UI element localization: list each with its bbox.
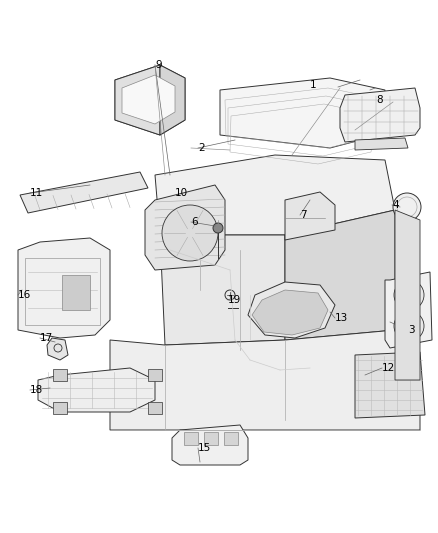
Polygon shape: [172, 425, 248, 465]
Polygon shape: [220, 78, 385, 148]
Polygon shape: [184, 432, 198, 445]
Text: 8: 8: [376, 95, 383, 105]
Circle shape: [393, 193, 421, 221]
Polygon shape: [385, 272, 432, 348]
Text: 12: 12: [382, 363, 395, 373]
Polygon shape: [224, 432, 238, 445]
Polygon shape: [115, 65, 160, 135]
Polygon shape: [252, 290, 328, 335]
Polygon shape: [53, 369, 67, 381]
Circle shape: [394, 280, 424, 310]
Text: 3: 3: [408, 325, 415, 335]
Polygon shape: [148, 369, 162, 381]
Polygon shape: [395, 210, 420, 380]
Polygon shape: [18, 238, 110, 338]
Polygon shape: [155, 155, 395, 235]
Circle shape: [394, 311, 424, 341]
Polygon shape: [160, 65, 185, 135]
Polygon shape: [204, 432, 218, 445]
Polygon shape: [248, 282, 335, 338]
Polygon shape: [122, 75, 175, 124]
Text: 15: 15: [198, 443, 211, 453]
Text: 18: 18: [30, 385, 43, 395]
Text: 6: 6: [191, 217, 198, 227]
Polygon shape: [20, 172, 148, 213]
Text: 4: 4: [392, 200, 399, 210]
Polygon shape: [355, 352, 425, 418]
Text: 13: 13: [335, 313, 348, 323]
Text: 2: 2: [198, 143, 205, 153]
Polygon shape: [145, 185, 225, 270]
Polygon shape: [340, 88, 420, 142]
Polygon shape: [110, 330, 420, 430]
Polygon shape: [355, 138, 408, 150]
Text: 1: 1: [310, 80, 317, 90]
Polygon shape: [62, 275, 90, 310]
Polygon shape: [148, 402, 162, 414]
Polygon shape: [285, 192, 335, 240]
Polygon shape: [115, 65, 185, 135]
Text: 19: 19: [228, 295, 241, 305]
Circle shape: [162, 205, 218, 261]
Text: 11: 11: [30, 188, 43, 198]
Text: 10: 10: [175, 188, 188, 198]
Circle shape: [213, 223, 223, 233]
Polygon shape: [160, 235, 285, 345]
Polygon shape: [38, 368, 155, 412]
Text: 7: 7: [300, 210, 307, 220]
Polygon shape: [285, 210, 395, 340]
Text: 17: 17: [40, 333, 53, 343]
Polygon shape: [53, 402, 67, 414]
Text: 9: 9: [155, 60, 162, 70]
Polygon shape: [47, 338, 68, 360]
Text: 16: 16: [18, 290, 31, 300]
